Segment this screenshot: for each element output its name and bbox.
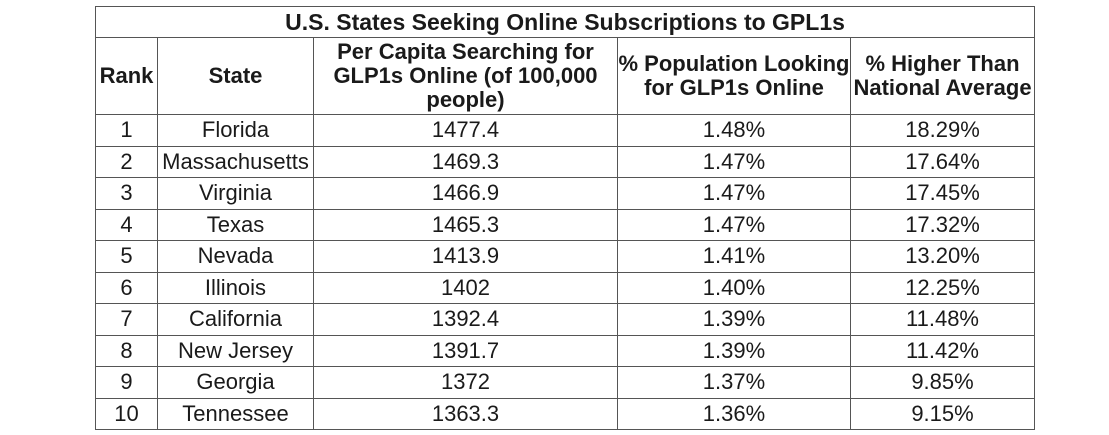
per-capita-cell: 1391.7 bbox=[313, 334, 618, 367]
per-capita-cell: 1477.4 bbox=[313, 114, 618, 147]
col-header-rank: Rank bbox=[95, 37, 158, 115]
rank-cell: 3 bbox=[95, 177, 158, 210]
table-row: 8 New Jersey 1391.7 1.39% 11.42% bbox=[95, 334, 1036, 367]
rank-cell: 8 bbox=[95, 334, 158, 367]
table-row: 3 Virginia 1466.9 1.47% 17.45% bbox=[95, 177, 1036, 210]
header-row: Rank State Per Capita Searching for GLP1s … bbox=[95, 37, 1036, 115]
percent-higher-cell: 18.29% bbox=[849, 114, 1036, 147]
per-capita-cell: 1392.4 bbox=[313, 303, 618, 336]
col-header-percent-higher: % Higher Than National Average bbox=[849, 37, 1036, 115]
table-row: 10 Tennessee 1363.3 1.36% 9.15% bbox=[95, 397, 1036, 430]
percent-higher-cell: 12.25% bbox=[849, 271, 1036, 304]
rank-cell: 6 bbox=[95, 271, 158, 304]
percent-higher-cell: 17.64% bbox=[849, 145, 1036, 178]
percent-population-cell: 1.47% bbox=[617, 145, 851, 178]
state-cell: New Jersey bbox=[157, 334, 314, 367]
col-header-state: State bbox=[157, 37, 314, 115]
percent-population-cell: 1.41% bbox=[617, 240, 851, 273]
table-row: 9 Georgia 1372 1.37% 9.85% bbox=[95, 366, 1036, 399]
table-body: 1 Florida 1477.4 1.48% 18.29% 2 Massachusetts 1… bbox=[95, 114, 1036, 430]
percent-population-cell: 1.39% bbox=[617, 303, 851, 336]
percent-higher-cell: 17.32% bbox=[849, 208, 1036, 241]
percent-higher-cell: 11.42% bbox=[849, 334, 1036, 367]
state-cell: Nevada bbox=[157, 240, 314, 273]
state-cell: Florida bbox=[157, 114, 314, 147]
rank-cell: 9 bbox=[95, 366, 158, 399]
per-capita-cell: 1466.9 bbox=[313, 177, 618, 210]
title-row: U.S. States Seeking Online Subscriptions… bbox=[94, 6, 1036, 38]
rank-cell: 2 bbox=[95, 145, 158, 178]
table-row: 5 Nevada 1413.9 1.41% 13.20% bbox=[95, 240, 1036, 273]
data-table-container: U.S. States Seeking Online Subscriptions… bbox=[94, 6, 1036, 430]
percent-population-cell: 1.40% bbox=[617, 271, 851, 304]
percent-population-cell: 1.48% bbox=[617, 114, 851, 147]
rank-cell: 10 bbox=[95, 397, 158, 430]
state-cell: Virginia bbox=[157, 177, 314, 210]
state-cell: Tennessee bbox=[157, 397, 314, 430]
state-cell: Georgia bbox=[157, 366, 314, 399]
table-row: 1 Florida 1477.4 1.48% 18.29% bbox=[95, 114, 1036, 147]
per-capita-cell: 1413.9 bbox=[313, 240, 618, 273]
percent-population-cell: 1.36% bbox=[617, 397, 851, 430]
table-title: U.S. States Seeking Online Subscriptions… bbox=[94, 6, 1036, 38]
percent-population-cell: 1.37% bbox=[617, 366, 851, 399]
percent-higher-cell: 17.45% bbox=[849, 177, 1036, 210]
table-row: 2 Massachusetts 1469.3 1.47% 17.64% bbox=[95, 145, 1036, 178]
rank-cell: 1 bbox=[95, 114, 158, 147]
data-table: U.S. States Seeking Online Subscriptions… bbox=[94, 6, 1036, 430]
percent-higher-cell: 11.48% bbox=[849, 303, 1036, 336]
table-row: 6 Illinois 1402 1.40% 12.25% bbox=[95, 271, 1036, 304]
rank-cell: 4 bbox=[95, 208, 158, 241]
state-cell: California bbox=[157, 303, 314, 336]
rank-cell: 7 bbox=[95, 303, 158, 336]
per-capita-cell: 1402 bbox=[313, 271, 618, 304]
percent-higher-cell: 9.85% bbox=[849, 366, 1036, 399]
per-capita-cell: 1372 bbox=[313, 366, 618, 399]
table-row: 7 California 1392.4 1.39% 11.48% bbox=[95, 303, 1036, 336]
state-cell: Texas bbox=[157, 208, 314, 241]
per-capita-cell: 1465.3 bbox=[313, 208, 618, 241]
per-capita-cell: 1469.3 bbox=[313, 145, 618, 178]
table-row: 4 Texas 1465.3 1.47% 17.32% bbox=[95, 208, 1036, 241]
per-capita-cell: 1363.3 bbox=[313, 397, 618, 430]
percent-higher-cell: 13.20% bbox=[849, 240, 1036, 273]
percent-higher-cell: 9.15% bbox=[849, 397, 1036, 430]
percent-population-cell: 1.39% bbox=[617, 334, 851, 367]
percent-population-cell: 1.47% bbox=[617, 177, 851, 210]
col-header-per-capita: Per Capita Searching for GLP1s Online (o… bbox=[313, 37, 618, 115]
state-cell: Massachusetts bbox=[157, 145, 314, 178]
rank-cell: 5 bbox=[95, 240, 158, 273]
state-cell: Illinois bbox=[157, 271, 314, 304]
percent-population-cell: 1.47% bbox=[617, 208, 851, 241]
col-header-percent-population: % Population Looking for GLP1s Online bbox=[617, 37, 851, 115]
